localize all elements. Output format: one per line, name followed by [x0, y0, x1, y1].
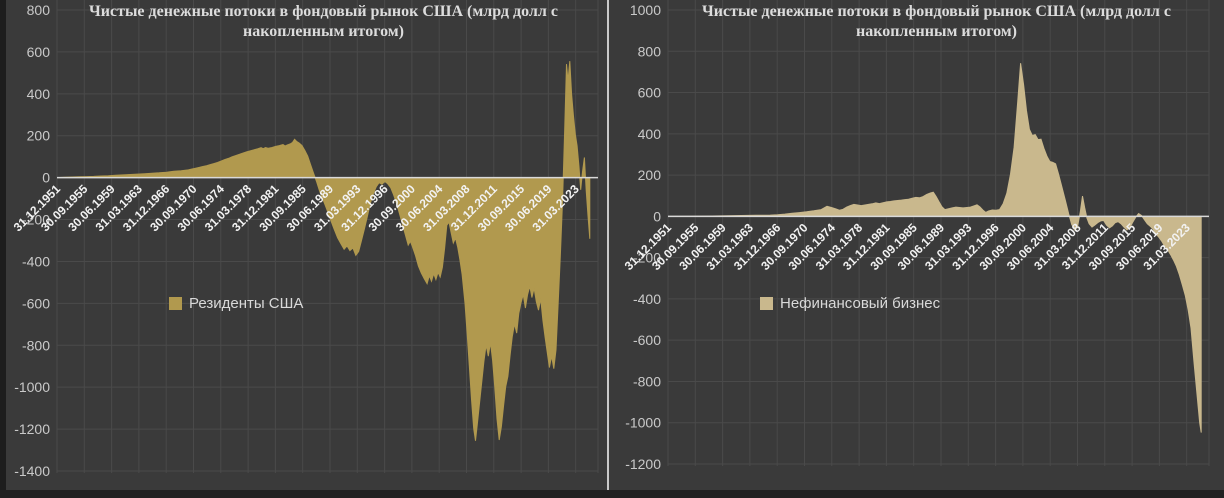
svg-text:-1200: -1200: [625, 456, 661, 472]
svg-text:-200: -200: [22, 212, 50, 228]
svg-text:-800: -800: [22, 337, 50, 353]
chart-panel-residents: 800 600 400 200 0 -200 -400 -600 -800 -1000 -1200 -…: [6, 0, 607, 498]
svg-text:600: 600: [27, 44, 51, 60]
bottom-edge-strip: [0, 490, 1224, 498]
svg-text:200: 200: [27, 128, 51, 144]
legend-swatch-icon: [169, 297, 182, 310]
chart-title: Чистые денежные потоки в фондовый рынок …: [702, 3, 1171, 40]
svg-text:-600: -600: [633, 332, 661, 348]
svg-text:800: 800: [27, 2, 51, 18]
area-chart-residents: 800 600 400 200 0 -200 -400 -600 -800 -1000 -1200 -…: [11, 0, 599, 479]
svg-text:-1000: -1000: [625, 415, 661, 431]
svg-text:-400: -400: [633, 291, 661, 307]
svg-text:-1200: -1200: [14, 421, 50, 437]
chart-panel-nonfinancial-business: 1000 800 600 400 200 0 -200 -400 -600 -800 -1000 -1…: [609, 0, 1224, 498]
area-chart-nonfinancial-business: 1000 800 600 400 200 0 -200 -400 -600 -800 -1000 -1…: [622, 0, 1210, 472]
chart-title: Чистые денежные потоки в фондовый рынок …: [89, 3, 558, 40]
legend: Резиденты США: [169, 295, 303, 312]
svg-text:600: 600: [638, 85, 662, 101]
left-edge-strip: [0, 0, 6, 498]
svg-text:400: 400: [638, 126, 662, 142]
svg-text:200: 200: [638, 167, 662, 183]
legend-label: Резиденты США: [189, 295, 304, 312]
svg-text:1000: 1000: [630, 2, 661, 18]
legend-label: Нефинансовый бизнес: [780, 295, 941, 312]
svg-text:-200: -200: [633, 250, 661, 266]
svg-text:-800: -800: [633, 373, 661, 389]
svg-text:400: 400: [27, 86, 51, 102]
svg-text:800: 800: [638, 43, 662, 59]
legend: Нефинансовый бизнес: [760, 295, 940, 312]
legend-swatch-icon: [760, 297, 773, 310]
svg-text:0: 0: [653, 208, 661, 224]
svg-text:-600: -600: [22, 295, 50, 311]
panel-divider: [607, 0, 609, 498]
svg-text:-1400: -1400: [14, 463, 50, 479]
svg-text:-400: -400: [22, 253, 50, 269]
svg-text:-1000: -1000: [14, 379, 50, 395]
svg-text:0: 0: [42, 170, 50, 186]
